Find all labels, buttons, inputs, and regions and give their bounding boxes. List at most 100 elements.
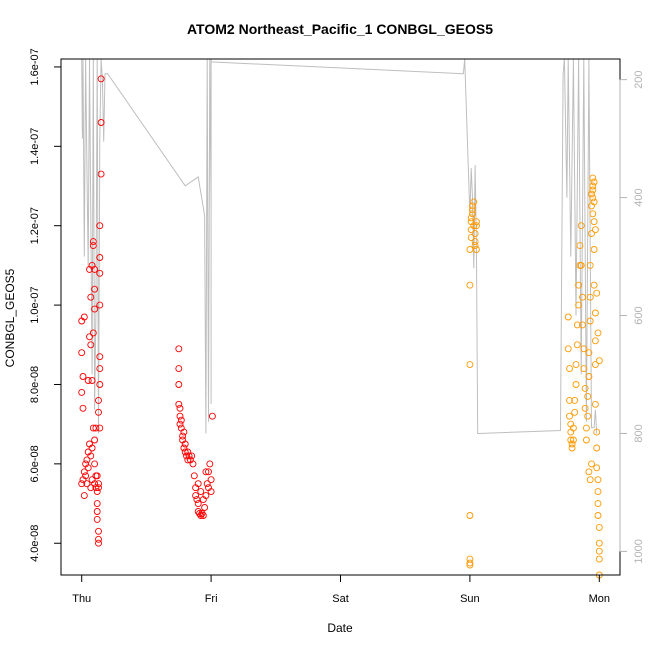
y-tick-label: 1.4e-07 xyxy=(29,128,41,165)
data-point xyxy=(569,436,577,444)
data-point xyxy=(594,488,602,496)
data-point xyxy=(89,424,97,432)
data-point xyxy=(568,440,576,448)
data-point xyxy=(591,226,599,234)
data-point xyxy=(95,535,102,543)
data-point xyxy=(97,75,105,83)
x-tick-label: Fri xyxy=(205,593,218,605)
data-point xyxy=(96,365,104,373)
data-point xyxy=(176,412,184,420)
data-point xyxy=(590,246,598,253)
data-point xyxy=(575,301,583,309)
data-point xyxy=(96,222,104,230)
pressure-line xyxy=(81,58,598,434)
x-axis: Thu Fri Sat Sun Mon xyxy=(72,574,610,605)
data-point xyxy=(194,500,202,508)
y2-tick-label: 200 xyxy=(633,70,645,88)
data-point xyxy=(466,361,474,369)
data-point xyxy=(175,365,183,373)
y2-tick-label: 1000 xyxy=(633,539,645,563)
data-point xyxy=(199,512,207,519)
data-point xyxy=(181,440,189,448)
data-point xyxy=(93,508,101,515)
data-point xyxy=(590,178,598,186)
data-point xyxy=(78,388,86,396)
data-point xyxy=(91,460,99,468)
data-point xyxy=(87,341,95,349)
data-point xyxy=(190,472,198,480)
data-point xyxy=(573,341,581,349)
data-point xyxy=(573,321,581,329)
data-point xyxy=(571,408,579,416)
data-point xyxy=(469,210,476,218)
data-point xyxy=(96,269,104,277)
data-point xyxy=(594,329,602,337)
data-point xyxy=(184,456,192,464)
data-point xyxy=(95,480,102,488)
data-point xyxy=(572,361,580,369)
data-point xyxy=(176,404,184,412)
y-tick-label: 1.2e-07 xyxy=(29,207,41,244)
data-point xyxy=(196,510,203,517)
data-point xyxy=(591,361,599,369)
data-point xyxy=(593,444,601,452)
data-point xyxy=(88,444,96,452)
data-point xyxy=(205,468,212,476)
data-point xyxy=(95,539,102,547)
data-point xyxy=(87,484,95,492)
y-tick-label: 4.0e-08 xyxy=(29,525,41,562)
data-point xyxy=(89,329,97,337)
data-point xyxy=(591,337,599,345)
data-point xyxy=(183,452,190,460)
data-point xyxy=(82,472,90,480)
data-point xyxy=(590,218,598,226)
data-point xyxy=(580,345,588,353)
data-point xyxy=(582,436,590,444)
y-axis-label: CONBGL_GEOS5 xyxy=(3,268,17,367)
data-point xyxy=(586,261,594,269)
data-point xyxy=(93,472,101,480)
data-point xyxy=(197,512,205,519)
x-tick-label: Sun xyxy=(460,593,480,605)
data-point xyxy=(175,400,183,408)
data-point xyxy=(179,432,187,440)
data-point xyxy=(93,515,101,523)
pressure-trace xyxy=(81,58,598,434)
data-point xyxy=(595,523,603,531)
data-point xyxy=(197,488,205,496)
y2-tick-label: 800 xyxy=(633,424,645,442)
data-point xyxy=(89,242,97,250)
y-tick-label: 1.0e-07 xyxy=(29,286,41,323)
data-point xyxy=(83,480,91,488)
data-point xyxy=(581,384,589,392)
data-point xyxy=(96,254,104,261)
data-point xyxy=(80,492,88,500)
data-point xyxy=(95,408,102,416)
data-point xyxy=(588,230,595,238)
data-point xyxy=(91,436,99,444)
data-point xyxy=(577,261,585,269)
data-point xyxy=(586,476,594,484)
data-point xyxy=(472,218,480,226)
y-tick-label: 8.0e-08 xyxy=(29,366,41,403)
data-point xyxy=(593,464,601,472)
data-point xyxy=(466,559,474,567)
data-point xyxy=(471,230,479,238)
data-point xyxy=(589,182,597,190)
data-point xyxy=(79,404,87,412)
data-point xyxy=(590,198,598,206)
data-point xyxy=(581,404,589,412)
data-point xyxy=(470,198,478,206)
x-tick-label: Mon xyxy=(589,593,610,605)
data-point xyxy=(591,400,599,408)
data-point xyxy=(591,309,599,317)
data-point xyxy=(569,424,577,432)
data-point xyxy=(571,396,579,404)
data-point xyxy=(584,392,592,400)
data-point xyxy=(198,510,206,517)
data-point xyxy=(467,234,475,242)
data-point xyxy=(593,428,601,436)
data-point xyxy=(189,460,197,468)
data-point xyxy=(87,293,95,301)
data-point xyxy=(595,539,603,547)
